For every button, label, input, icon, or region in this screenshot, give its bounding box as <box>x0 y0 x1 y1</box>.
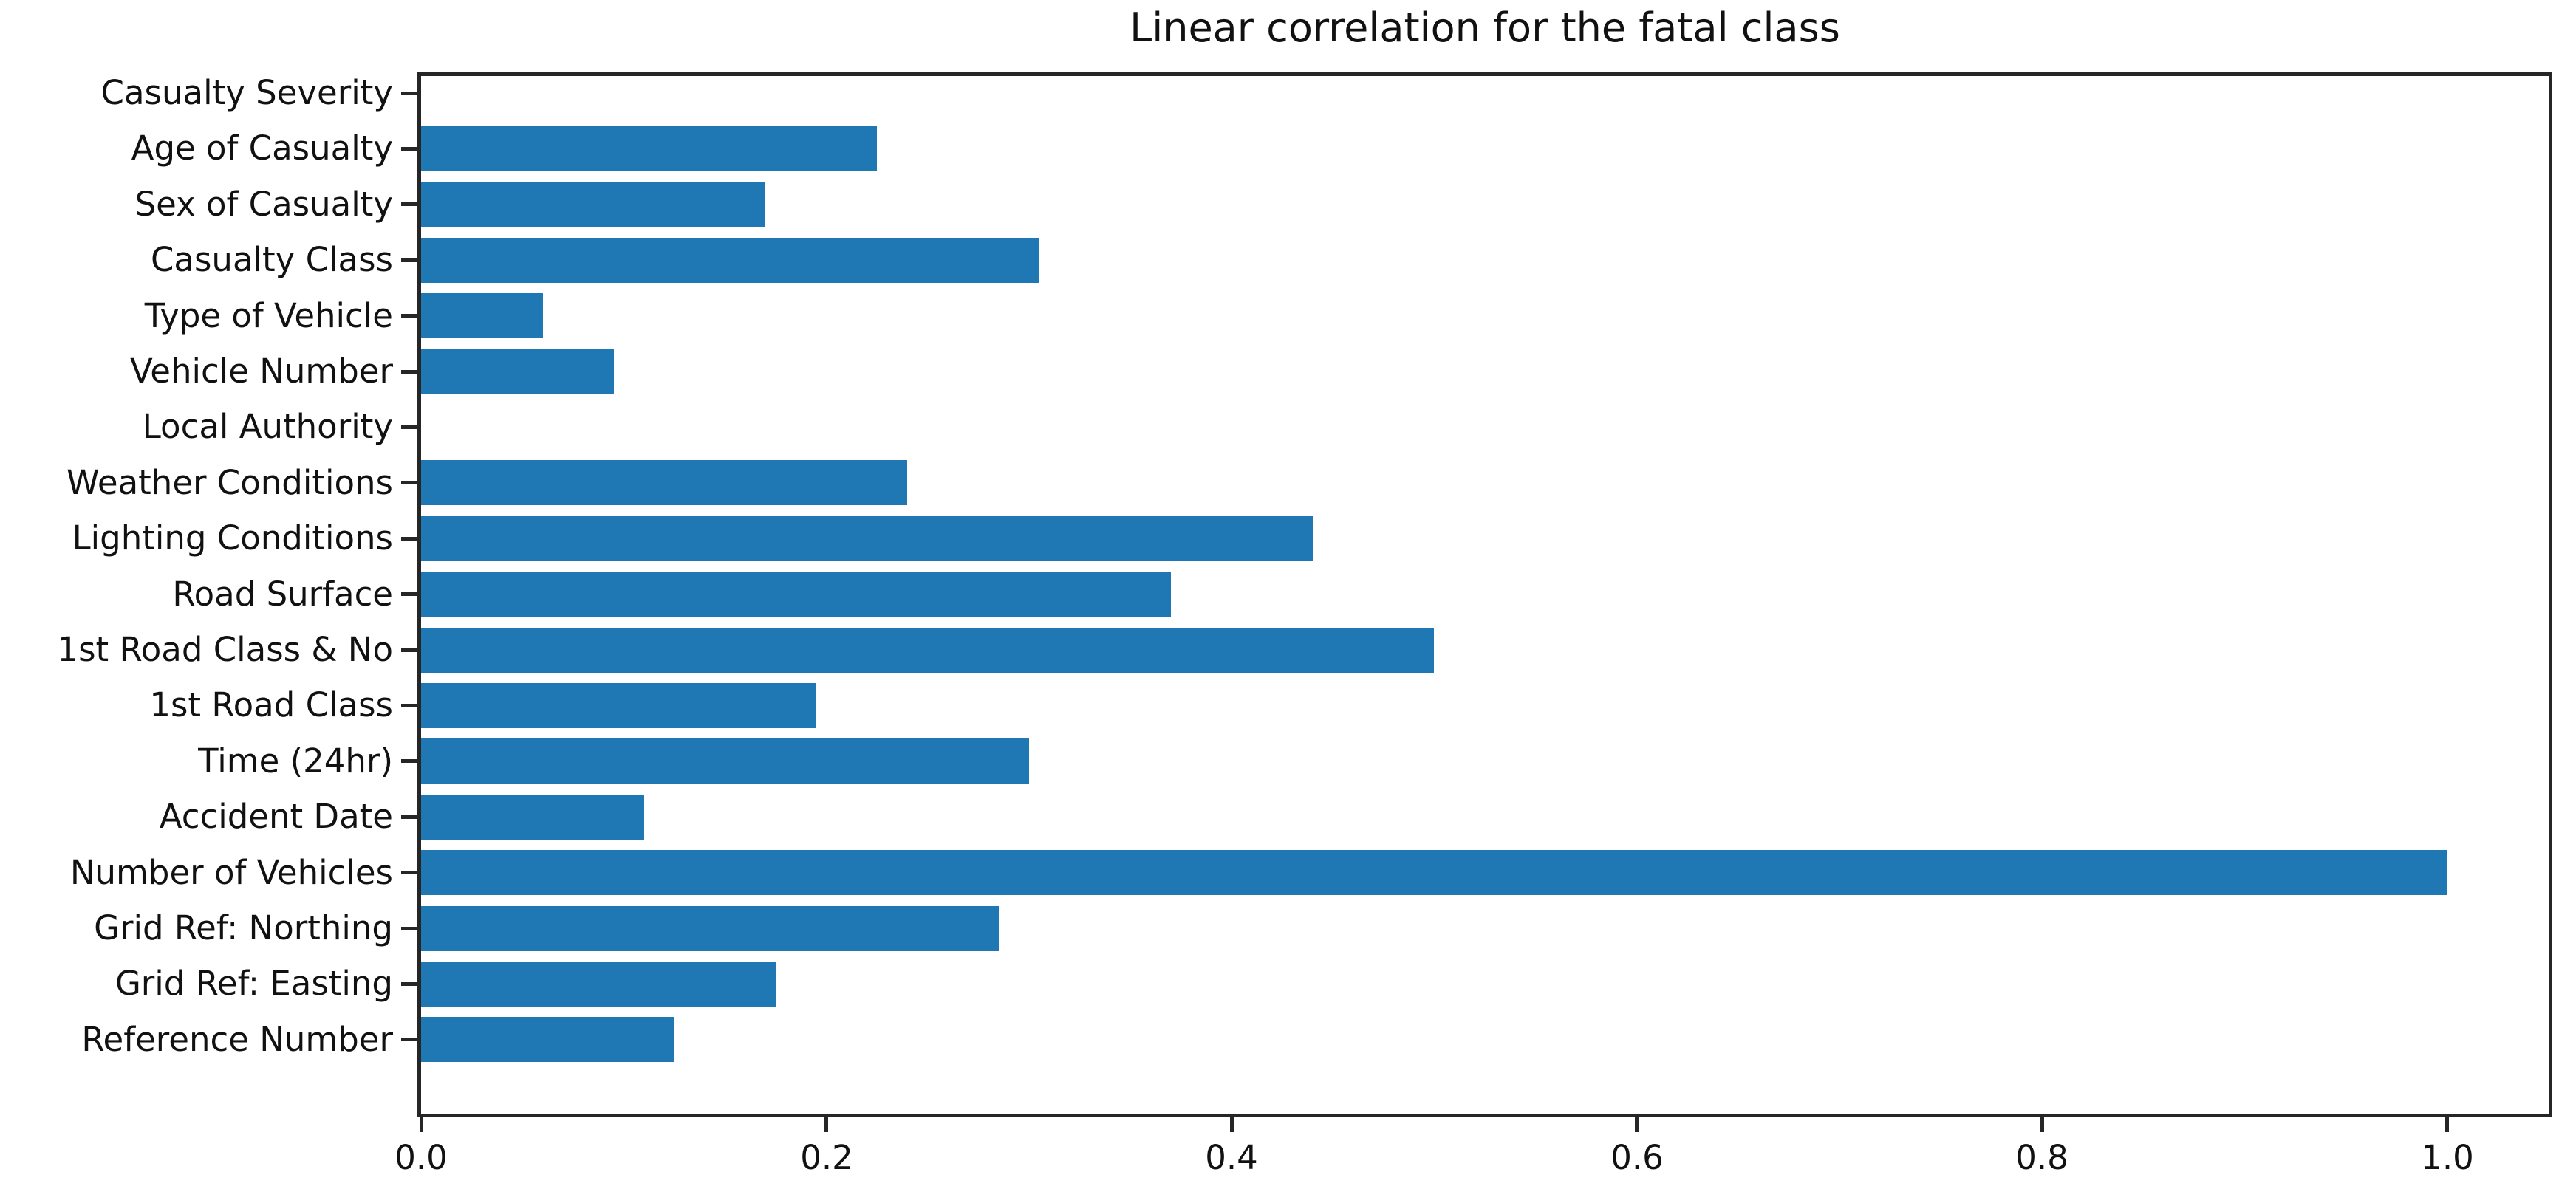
y-tick <box>401 147 417 151</box>
bar-grid-ref-northing <box>421 906 999 951</box>
y-tick <box>401 258 417 262</box>
bar-reference-number <box>421 1017 674 1062</box>
bar-casualty-class <box>421 238 1039 283</box>
y-tick-label: Age of Casualty <box>131 128 393 168</box>
y-tick <box>401 927 417 930</box>
bar-sex-of-casualty <box>421 182 765 227</box>
y-tick <box>401 314 417 318</box>
bar-vehicle-number <box>421 349 614 394</box>
x-tick <box>2040 1117 2044 1132</box>
x-tick <box>1230 1117 1234 1132</box>
y-tick <box>401 537 417 541</box>
y-tick-label: 1st Road Class <box>149 685 393 724</box>
x-tick-label: 0.4 <box>1205 1138 1258 1177</box>
x-tick <box>1635 1117 1639 1132</box>
y-tick <box>401 202 417 206</box>
bar-number-of-vehicles <box>421 850 2447 895</box>
bar-grid-ref-easting <box>421 962 776 1007</box>
bar-accident-date <box>421 795 644 840</box>
x-tick-label: 0.6 <box>1610 1138 1664 1177</box>
y-tick <box>401 425 417 429</box>
y-tick-label: Accident Date <box>159 797 393 836</box>
y-tick-label: Number of Vehicles <box>69 853 393 892</box>
y-tick-label: 1st Road Class & No <box>57 630 393 669</box>
y-tick-label: Time (24hr) <box>198 741 393 781</box>
x-tick-label: 0.2 <box>800 1138 853 1177</box>
bar-1st-road-class <box>421 683 816 728</box>
plot-area <box>417 72 2552 1117</box>
bar-type-of-vehicle <box>421 293 543 338</box>
y-tick <box>401 370 417 374</box>
bar-road-surface <box>421 572 1171 617</box>
y-tick <box>401 871 417 874</box>
y-tick <box>401 648 417 652</box>
x-tick-label: 1.0 <box>2421 1138 2474 1177</box>
y-tick <box>401 1038 417 1041</box>
x-tick-label: 0.8 <box>2015 1138 2068 1177</box>
bar-weather-conditions <box>421 460 907 505</box>
bar-age-of-casualty <box>421 126 877 171</box>
y-tick-label: Grid Ref: Easting <box>115 964 393 1003</box>
y-tick <box>401 92 417 95</box>
y-tick-label: Local Authority <box>142 407 393 446</box>
y-tick <box>401 592 417 596</box>
x-tick-label: 0.0 <box>394 1138 448 1177</box>
y-tick <box>401 759 417 763</box>
y-tick-label: Lighting Conditions <box>72 518 393 558</box>
y-tick-label: Reference Number <box>81 1020 393 1059</box>
y-tick <box>401 481 417 484</box>
y-tick <box>401 815 417 819</box>
y-tick-label: Casualty Severity <box>100 73 393 112</box>
x-tick <box>420 1117 423 1132</box>
bar-lighting-conditions <box>421 516 1313 561</box>
bar-1st-road-class-no <box>421 628 1434 673</box>
y-tick-label: Type of Vehicle <box>144 296 393 335</box>
y-tick <box>401 704 417 707</box>
bar-time-24hr <box>421 738 1029 784</box>
chart-title: Linear correlation for the fatal class <box>1130 4 1840 51</box>
x-tick <box>2445 1117 2449 1132</box>
y-tick <box>401 982 417 986</box>
y-tick-label: Sex of Casualty <box>134 185 393 224</box>
y-tick-label: Vehicle Number <box>129 352 393 391</box>
y-tick-label: Weather Conditions <box>66 463 393 502</box>
y-tick-label: Grid Ref: Northing <box>94 908 393 947</box>
y-tick-label: Road Surface <box>172 575 393 614</box>
x-tick <box>824 1117 828 1132</box>
y-tick-label: Casualty Class <box>150 240 393 279</box>
